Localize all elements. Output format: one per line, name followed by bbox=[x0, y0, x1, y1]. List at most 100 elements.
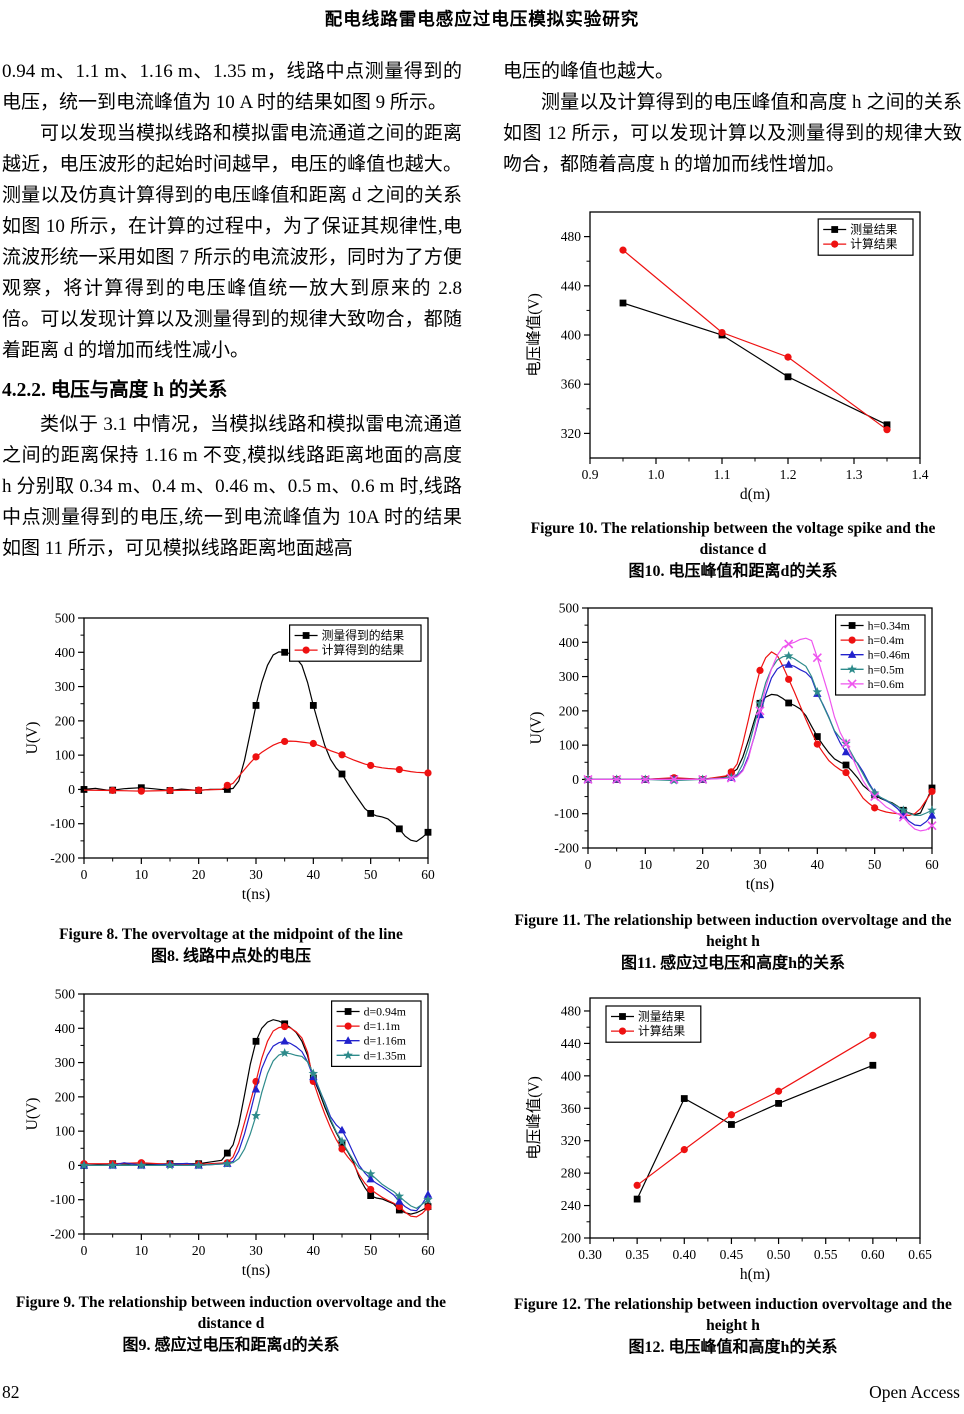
svg-text:测量结果: 测量结果 bbox=[638, 1010, 685, 1024]
svg-text:200: 200 bbox=[55, 713, 76, 728]
svg-text:h=0.4m: h=0.4m bbox=[868, 633, 904, 647]
svg-text:40: 40 bbox=[307, 867, 321, 882]
figure-10-caption: Figure 10. The relationship between the … bbox=[502, 518, 964, 583]
svg-text:20: 20 bbox=[192, 1243, 206, 1258]
svg-text:1.4: 1.4 bbox=[912, 467, 929, 482]
svg-text:1.1: 1.1 bbox=[714, 467, 731, 482]
figure-11-caption-zh: 图11. 感应过电压和高度h的关系 bbox=[620, 955, 846, 972]
svg-text:50: 50 bbox=[868, 857, 882, 872]
section-heading-4-2-2: 4.2.2. 电压与高度 h 的关系 bbox=[2, 380, 228, 401]
figure-10-caption-zh: 图10. 电压峰值和距离d的关系 bbox=[628, 563, 838, 580]
svg-text:-200: -200 bbox=[50, 1227, 75, 1242]
svg-text:30: 30 bbox=[249, 1243, 263, 1258]
svg-text:500: 500 bbox=[55, 987, 76, 1002]
svg-text:60: 60 bbox=[925, 857, 939, 872]
left-paragraph-2: 可以发现当模拟线路和模拟雷电流通道之间的距离越近，电压波形的起始时间越早，电压的… bbox=[2, 123, 462, 361]
svg-text:0.50: 0.50 bbox=[767, 1247, 791, 1262]
svg-text:200: 200 bbox=[559, 703, 580, 718]
svg-text:0: 0 bbox=[68, 1158, 75, 1173]
svg-text:1.2: 1.2 bbox=[780, 467, 797, 482]
figure-10-chart: 0.9 1.0 1.1 1.2 1.3 1.4 320 360 400 440 480 d(m) 电压峰… bbox=[524, 198, 932, 506]
svg-text:计算结果: 计算结果 bbox=[638, 1024, 685, 1038]
right-paragraph-2: 测量以及计算得到的电压峰值和高度 h 之间的关系如图 12 所示，可以发现计算以… bbox=[503, 92, 962, 175]
svg-text:10: 10 bbox=[639, 857, 653, 872]
svg-text:0: 0 bbox=[81, 867, 88, 882]
svg-text:1.0: 1.0 bbox=[648, 467, 665, 482]
figure-9-caption-en: Figure 9. The relationship between induc… bbox=[15, 1294, 447, 1332]
svg-text:200: 200 bbox=[55, 1089, 76, 1104]
svg-text:0: 0 bbox=[68, 782, 75, 797]
svg-text:0: 0 bbox=[572, 772, 579, 787]
svg-text:-100: -100 bbox=[554, 806, 579, 821]
figure-11-caption-en: Figure 11. The relationship between indu… bbox=[514, 912, 952, 950]
svg-text:计算得到的结果: 计算得到的结果 bbox=[322, 643, 405, 657]
svg-text:0.65: 0.65 bbox=[908, 1247, 932, 1262]
svg-text:500: 500 bbox=[55, 611, 76, 626]
svg-text:10: 10 bbox=[135, 867, 149, 882]
left-paragraph-3: 类似于 3.1 中情况，当模拟线路和模拟雷电流通道之间的距离保持 1.16 m … bbox=[2, 414, 462, 559]
svg-text:100: 100 bbox=[55, 748, 76, 763]
svg-text:h=0.34m: h=0.34m bbox=[868, 619, 910, 633]
svg-text:电压峰值(V): 电压峰值(V) bbox=[525, 1076, 543, 1160]
figure-11-caption: Figure 11. The relationship between indu… bbox=[502, 910, 964, 975]
right-column: 电压的峰值也越大。 测量以及计算得到的电压峰值和高度 h 之间的关系如图 12 … bbox=[503, 56, 962, 180]
svg-text:测量结果: 测量结果 bbox=[850, 223, 897, 237]
svg-text:400: 400 bbox=[55, 1021, 76, 1036]
svg-text:10: 10 bbox=[135, 1243, 149, 1258]
svg-text:360: 360 bbox=[561, 1101, 582, 1116]
figure-11-chart: 0 10 20 30 40 50 60 -200 -100 0 100 200 300 400 500 t(n… bbox=[526, 594, 946, 896]
svg-text:电压峰值(V): 电压峰值(V) bbox=[525, 293, 543, 377]
svg-text:360: 360 bbox=[561, 377, 582, 392]
svg-text:60: 60 bbox=[421, 1243, 435, 1258]
page-footer: 82 Open Access bbox=[2, 1382, 960, 1403]
svg-text:240: 240 bbox=[561, 1198, 582, 1213]
figure-9-caption: Figure 9. The relationship between induc… bbox=[0, 1292, 462, 1357]
svg-text:计算结果: 计算结果 bbox=[850, 237, 897, 251]
svg-text:400: 400 bbox=[55, 645, 76, 660]
svg-text:h=0.5m: h=0.5m bbox=[868, 662, 904, 676]
svg-text:480: 480 bbox=[561, 229, 582, 244]
svg-text:0.60: 0.60 bbox=[861, 1247, 885, 1262]
svg-text:-200: -200 bbox=[50, 851, 75, 866]
svg-text:20: 20 bbox=[192, 867, 206, 882]
svg-text:440: 440 bbox=[561, 1036, 582, 1051]
svg-text:100: 100 bbox=[55, 1124, 76, 1139]
svg-text:0.9: 0.9 bbox=[582, 467, 599, 482]
svg-text:d=0.94m: d=0.94m bbox=[364, 1005, 406, 1019]
svg-text:0.35: 0.35 bbox=[625, 1247, 649, 1262]
svg-text:200: 200 bbox=[561, 1231, 582, 1246]
figure-9-chart: 0 10 20 30 40 50 60 -200 -100 0 100 200 300 400 500 t(n… bbox=[22, 980, 442, 1282]
figure-10-caption-en: Figure 10. The relationship between the … bbox=[530, 520, 936, 558]
svg-text:300: 300 bbox=[55, 1055, 76, 1070]
figure-8-caption-zh: 图8. 线路中点处的电压 bbox=[150, 948, 311, 965]
open-access-label: Open Access bbox=[869, 1382, 960, 1402]
svg-text:U(V): U(V) bbox=[528, 712, 545, 745]
svg-text:-200: -200 bbox=[554, 841, 579, 856]
svg-text:40: 40 bbox=[307, 1243, 321, 1258]
svg-text:0: 0 bbox=[81, 1243, 88, 1258]
figure-9-caption-zh: 图9. 感应过电压和距离d的关系 bbox=[122, 1337, 340, 1354]
figure-12-chart: 0.30 0.35 0.40 0.45 0.50 0.55 0.60 0.65 200 240 28… bbox=[524, 984, 932, 1286]
svg-text:d=1.35m: d=1.35m bbox=[364, 1048, 406, 1062]
figure-12-caption: Figure 12. The relationship between indu… bbox=[502, 1294, 964, 1359]
svg-text:60: 60 bbox=[421, 867, 435, 882]
figure-12-caption-zh: 图12. 电压峰值和高度h的关系 bbox=[628, 1339, 838, 1356]
figure-8-caption: Figure 8. The overvoltage at the midpoin… bbox=[0, 924, 462, 968]
svg-text:测量得到的结果: 测量得到的结果 bbox=[322, 629, 405, 643]
svg-text:30: 30 bbox=[753, 857, 767, 872]
svg-text:500: 500 bbox=[559, 601, 580, 616]
svg-text:0: 0 bbox=[585, 857, 592, 872]
svg-text:400: 400 bbox=[561, 328, 582, 343]
figure-8-caption-en: Figure 8. The overvoltage at the midpoin… bbox=[59, 926, 403, 943]
svg-text:400: 400 bbox=[561, 1068, 582, 1083]
svg-text:50: 50 bbox=[364, 867, 378, 882]
svg-text:t(ns): t(ns) bbox=[242, 1262, 270, 1279]
paper-title: 配电线路雷电感应过电压模拟实验研究 bbox=[324, 9, 640, 29]
svg-text:-100: -100 bbox=[50, 1192, 75, 1207]
svg-text:h(m): h(m) bbox=[740, 1266, 770, 1283]
svg-text:t(ns): t(ns) bbox=[746, 876, 774, 893]
svg-text:0.45: 0.45 bbox=[720, 1247, 744, 1262]
left-paragraph-1: 0.94 m、1.1 m、1.16 m、1.35 m，线路中点测量得到的电压，统… bbox=[2, 61, 462, 113]
svg-text:t(ns): t(ns) bbox=[242, 886, 270, 903]
